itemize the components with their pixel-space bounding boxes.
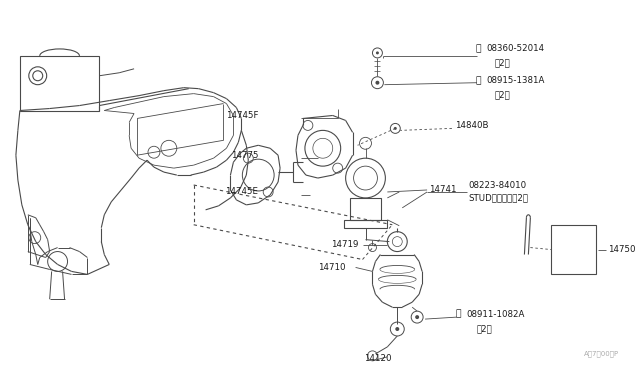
Circle shape	[415, 315, 419, 319]
Circle shape	[376, 81, 380, 85]
Text: STUDスタッド（2）: STUDスタッド（2）	[468, 193, 529, 202]
Text: 14745F: 14745F	[226, 111, 258, 120]
Text: 08911-1082A: 08911-1082A	[467, 310, 525, 319]
Text: Ⓝ: Ⓝ	[456, 310, 461, 319]
Text: Ⓜ: Ⓜ	[476, 44, 481, 54]
Text: （2）: （2）	[477, 324, 493, 334]
Circle shape	[394, 127, 397, 130]
Text: A・7）00・P: A・7）00・P	[584, 350, 619, 357]
Text: 14120: 14120	[364, 354, 391, 363]
Text: 14745E: 14745E	[225, 187, 258, 196]
Circle shape	[396, 327, 399, 331]
Circle shape	[376, 51, 379, 54]
Text: 14840B: 14840B	[455, 121, 488, 130]
Text: 14710: 14710	[318, 263, 346, 272]
Text: 08915-1381A: 08915-1381A	[486, 76, 545, 85]
Text: （2）: （2）	[495, 90, 510, 99]
Text: 08223-84010: 08223-84010	[468, 180, 527, 189]
Text: Ⓛ: Ⓛ	[476, 76, 481, 85]
Text: 14775: 14775	[231, 151, 258, 160]
Text: （2）: （2）	[495, 58, 510, 67]
Text: 14750: 14750	[608, 245, 636, 254]
Text: 14719: 14719	[331, 240, 358, 249]
Text: 08360-52014: 08360-52014	[486, 44, 545, 54]
Text: 14741: 14741	[429, 186, 456, 195]
